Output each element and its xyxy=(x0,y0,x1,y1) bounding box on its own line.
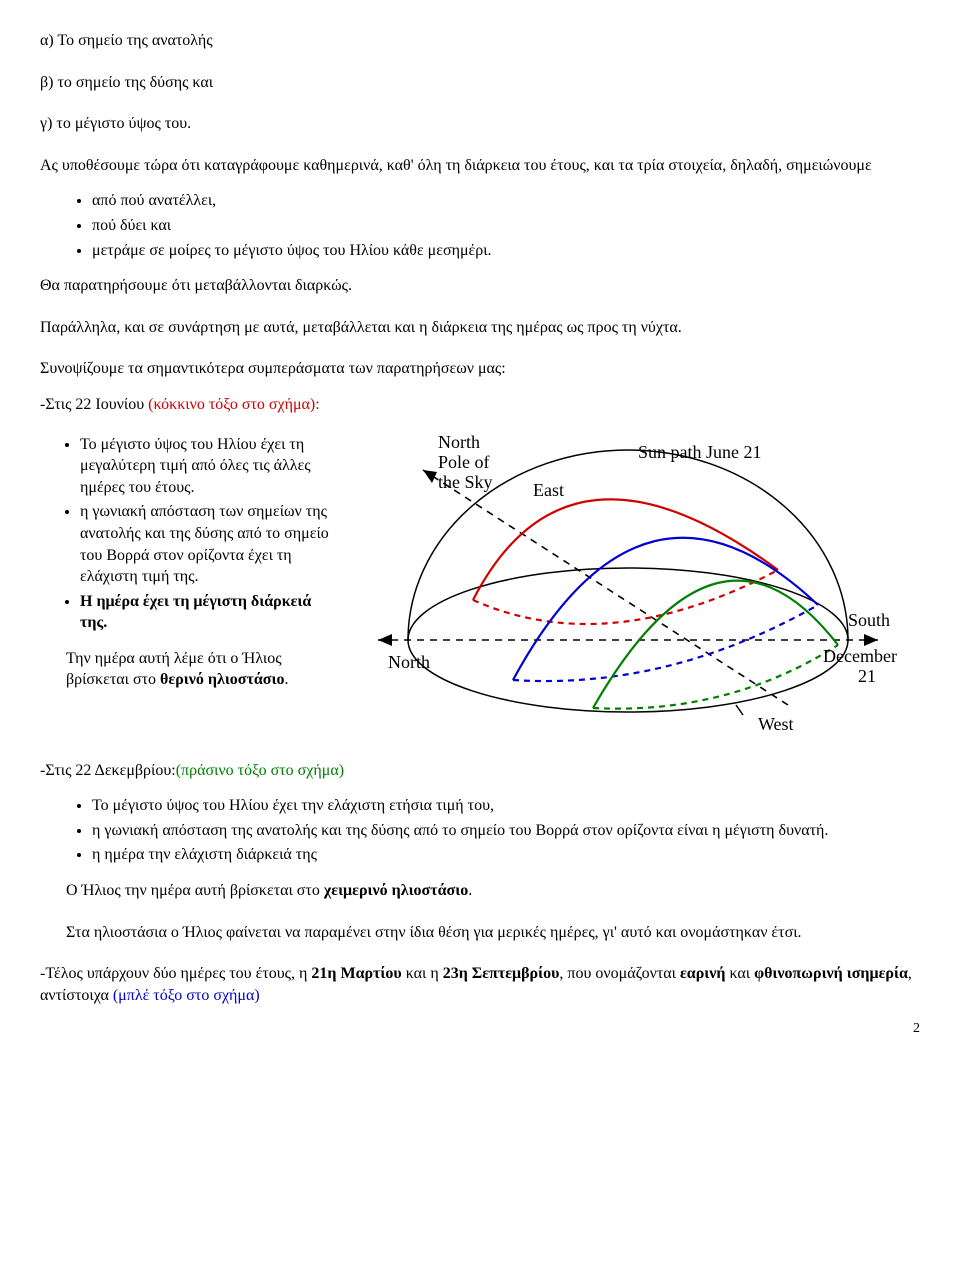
col-right: North Pole of the Sky East Sun path June… xyxy=(358,430,920,750)
dec-para-b: χειμερινό ηλιοστάσιο xyxy=(324,882,468,899)
ns-arrow-left xyxy=(378,634,392,646)
june-bullet-b: η γωνιακή απόσταση των σημείων της ανατο… xyxy=(80,501,340,587)
col-left: Το μέγιστο ύψος του Ηλίου έχει τη μεγαλύ… xyxy=(40,430,340,706)
bullet1-a: από πού ανατέλλει, xyxy=(92,190,920,212)
arc-red xyxy=(473,499,778,600)
label-west: West xyxy=(758,714,794,734)
line-b: β) το σημείο της δύσης και xyxy=(40,72,920,94)
line-a: α) Το σημείο της ανατολής xyxy=(40,30,920,52)
page-number: 2 xyxy=(40,1020,920,1039)
june-para: Την ημέρα αυτή λέμε ότι ο Ήλιος βρίσκετα… xyxy=(66,648,340,691)
solstice-para: Στα ηλιοστάσια ο Ήλιος φαίνεται να παραμ… xyxy=(66,922,920,944)
dec-bullets: Το μέγιστο ύψος του Ηλίου έχει την ελάχι… xyxy=(40,795,920,866)
label-npole-b: Pole of xyxy=(438,452,490,472)
dec-lead: -Στις 22 Δεκεμβρίου: xyxy=(40,762,176,779)
final-h: φθινοπωρινή ισημερία xyxy=(754,965,908,982)
polar-axis-arrow xyxy=(423,470,437,483)
label-npole-a: North xyxy=(438,432,480,452)
line-c: γ) το μέγιστο ύψος του. xyxy=(40,113,920,135)
dec-bullet-c: η ημέρα την ελάχιστη διάρκειά της xyxy=(92,844,920,866)
dec-para: Ο Ήλιος την ημέρα αυτή βρίσκεται στο χει… xyxy=(66,880,920,902)
dec-bullet-a: Το μέγιστο ύψος του Ηλίου έχει την ελάχι… xyxy=(92,795,920,817)
ns-arrow-right xyxy=(864,634,878,646)
label-north: North xyxy=(388,652,430,672)
dec-heading: -Στις 22 Δεκεμβρίου:(πράσινο τόξο στο σχ… xyxy=(40,760,920,782)
final-f: εαρινή xyxy=(680,965,726,982)
bullets1: από πού ανατέλλει, πού δύει και μετράμε … xyxy=(40,190,920,261)
june-bullets: Το μέγιστο ύψος του Ηλίου έχει τη μεγαλύ… xyxy=(40,434,340,634)
label-npole-c: the Sky xyxy=(438,472,493,492)
label-east: East xyxy=(533,480,564,500)
arc-blue-back xyxy=(513,605,818,681)
june-para-b: θερινό ηλιοστάσιο xyxy=(160,671,284,688)
dec-bullet-b: η γωνιακή απόσταση της ανατολής και της … xyxy=(92,820,920,842)
label-south: South xyxy=(848,610,890,630)
label-sunpath: Sun path June 21 xyxy=(638,442,762,462)
para2: Παράλληλα, και σε συνάρτηση με αυτά, μετ… xyxy=(40,317,920,339)
arc-blue xyxy=(513,537,818,679)
para3: Συνοψίζουμε τα σημαντικότερα συμπεράσματ… xyxy=(40,358,920,380)
final-blue: (μπλέ τόξο στο σχήμα) xyxy=(113,987,260,1004)
final-a: -Τέλος υπάρχουν δύο ημέρες του έτους, η xyxy=(40,965,311,982)
final-e: , που ονομάζονται xyxy=(559,965,680,982)
west-tick xyxy=(736,705,743,715)
celestial-dome-diagram: North Pole of the Sky East Sun path June… xyxy=(358,430,898,750)
arc-green-back xyxy=(593,645,838,709)
june-lead: -Στις 22 Ιουνίου xyxy=(40,396,148,413)
june-heading: -Στις 22 Ιουνίου (κόκκινο τόξο στο σχήμα… xyxy=(40,394,920,416)
arc-green xyxy=(593,580,838,707)
june-bullet-a: Το μέγιστο ύψος του Ηλίου έχει τη μεγαλύ… xyxy=(80,434,340,499)
after-bullets1: Θα παρατηρήσουμε ότι μεταβάλλονται διαρκ… xyxy=(40,275,920,297)
final-d: 23η Σεπτεμβρίου xyxy=(443,965,560,982)
final-g: και xyxy=(725,965,754,982)
bullet1-c: μετράμε σε μοίρες το μέγιστο ύψος του Ηλ… xyxy=(92,240,920,262)
label-dec-a: December xyxy=(823,646,897,666)
dec-para-a: Ο Ήλιος την ημέρα αυτή βρίσκεται στο xyxy=(66,882,324,899)
two-col: Το μέγιστο ύψος του Ηλίου έχει τη μεγαλύ… xyxy=(40,430,920,750)
bullet1-b: πού δύει και xyxy=(92,215,920,237)
june-bullet-c: Η ημέρα έχει τη μέγιστη διάρκειά της. xyxy=(80,591,340,634)
para1: Ας υποθέσουμε τώρα ότι καταγράφουμε καθη… xyxy=(40,155,920,177)
final-para: -Τέλος υπάρχουν δύο ημέρες του έτους, η … xyxy=(40,963,920,1006)
final-b: 21η Μαρτίου xyxy=(311,965,401,982)
diagram-svg: North Pole of the Sky East Sun path June… xyxy=(358,430,898,750)
june-bullet-c-bold: Η ημέρα έχει τη μέγιστη διάρκειά της. xyxy=(80,593,311,632)
june-red: (κόκκινο τόξο στο σχήμα): xyxy=(148,396,320,413)
dec-green: (πράσινο τόξο στο σχήμα) xyxy=(176,762,344,779)
label-dec-b: 21 xyxy=(858,666,876,686)
final-c: και η xyxy=(402,965,443,982)
